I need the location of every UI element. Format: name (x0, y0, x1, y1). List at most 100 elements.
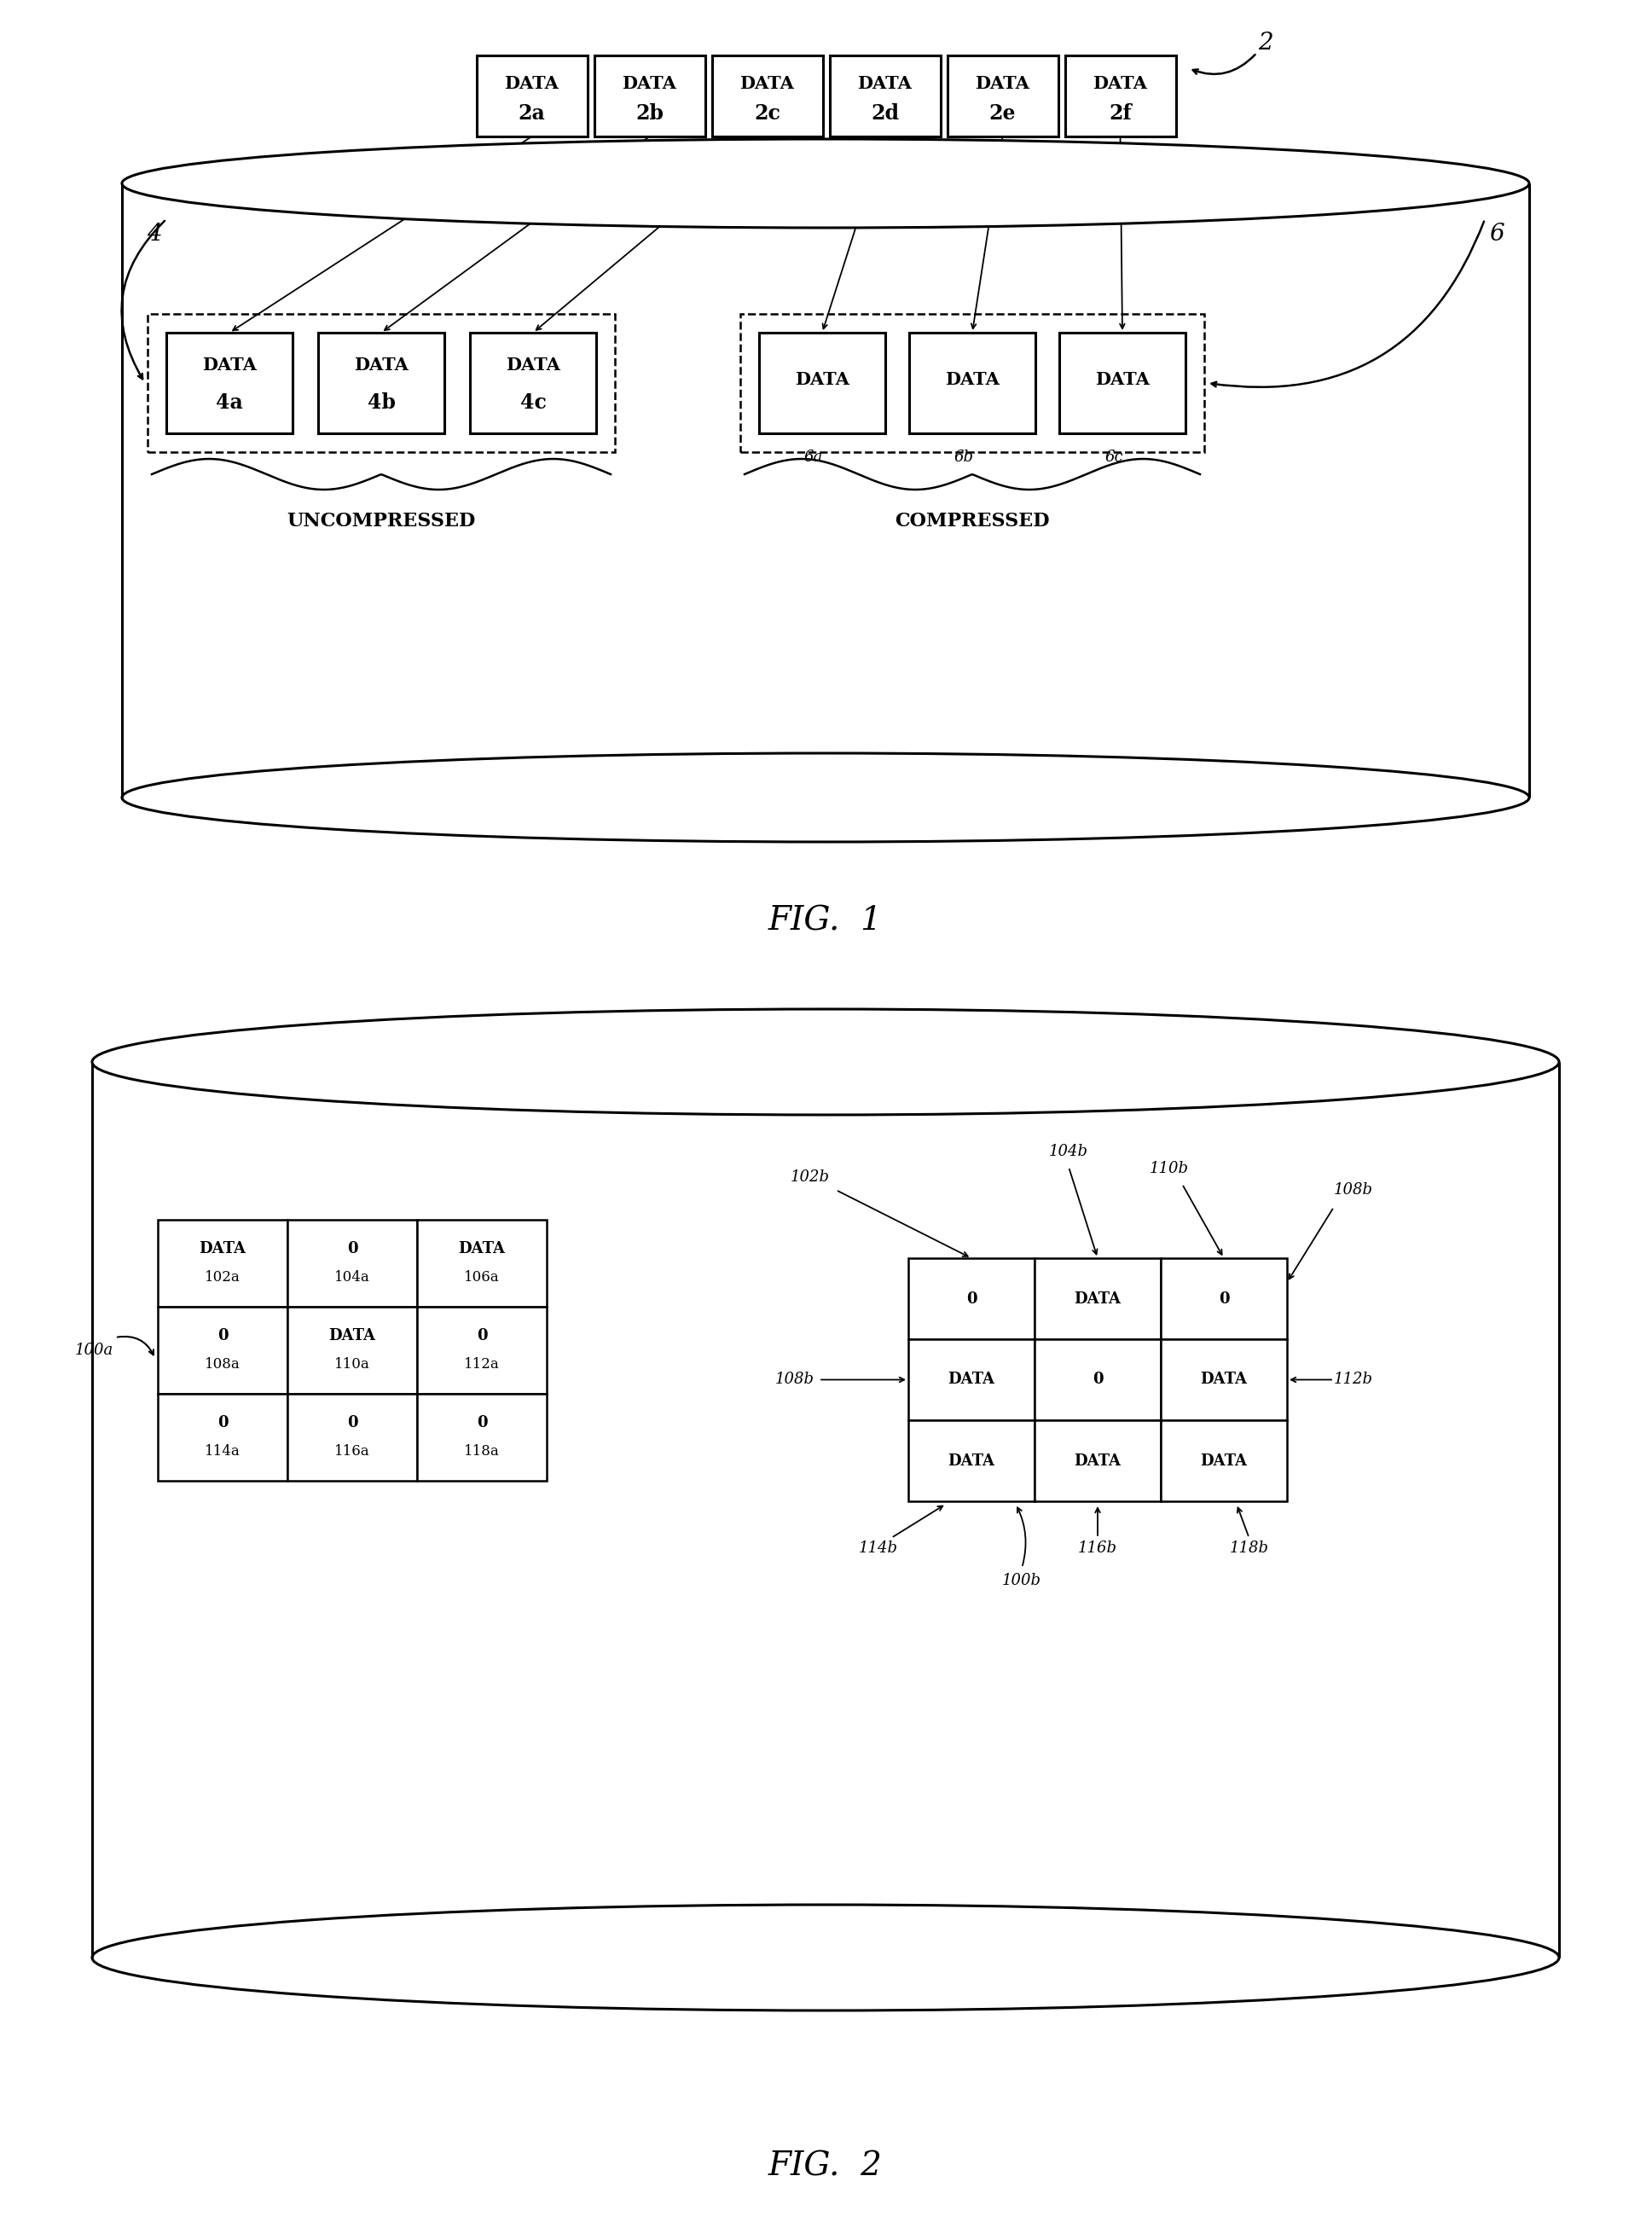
Bar (1034, 1259, 1161, 1339)
Text: 0: 0 (216, 1415, 228, 1430)
Bar (1034, 1339, 1161, 1419)
Text: FIG.  1: FIG. 1 (768, 905, 882, 938)
Ellipse shape (93, 1009, 1559, 1114)
Text: 0: 0 (1092, 1372, 1104, 1388)
Text: DATA: DATA (202, 356, 256, 374)
Text: DATA: DATA (1074, 1290, 1122, 1306)
Text: DATA: DATA (506, 356, 560, 374)
Text: 4a: 4a (216, 392, 243, 412)
Text: 4: 4 (147, 223, 162, 245)
Bar (1161, 1259, 1287, 1339)
Text: DATA: DATA (857, 76, 912, 91)
Text: 2b: 2b (636, 102, 664, 125)
Text: 6: 6 (1488, 223, 1505, 245)
Bar (1161, 1339, 1287, 1419)
Text: 114a: 114a (205, 1444, 241, 1459)
Text: DATA: DATA (504, 76, 558, 91)
Text: 6c: 6c (1105, 450, 1123, 466)
Text: 0: 0 (347, 1241, 357, 1257)
Text: 108a: 108a (205, 1357, 241, 1372)
Text: 2f: 2f (1108, 102, 1132, 125)
Bar (416, 1219, 547, 1308)
Text: 4c: 4c (520, 392, 547, 412)
Bar (1161, 1419, 1287, 1502)
Bar (287, 1219, 416, 1308)
Text: 2d: 2d (871, 102, 899, 125)
Text: 118b: 118b (1229, 1540, 1269, 1555)
Text: DATA: DATA (1095, 372, 1150, 388)
Text: DATA: DATA (329, 1328, 375, 1343)
Text: 104b: 104b (1049, 1143, 1089, 1159)
Text: 6b: 6b (953, 450, 973, 466)
Bar (909, 1339, 1034, 1419)
Text: DATA: DATA (975, 76, 1029, 91)
Text: DATA: DATA (1094, 76, 1148, 91)
Bar (1066, 56, 1176, 136)
Text: 2e: 2e (990, 102, 1016, 125)
Text: 114b: 114b (859, 1540, 899, 1555)
Bar (159, 1219, 287, 1308)
Bar (1034, 1419, 1161, 1502)
Text: COMPRESSED: COMPRESSED (895, 512, 1049, 530)
Bar (1059, 332, 1186, 432)
Text: 110a: 110a (334, 1357, 370, 1372)
Text: DATA: DATA (948, 1372, 995, 1388)
Text: DATA: DATA (945, 372, 999, 388)
Text: 0: 0 (476, 1328, 487, 1343)
Text: 100b: 100b (1003, 1573, 1041, 1589)
Text: 104a: 104a (334, 1270, 370, 1286)
Bar (147, 314, 615, 452)
Bar (167, 332, 292, 432)
Text: 2: 2 (1257, 31, 1272, 53)
Text: 0: 0 (966, 1290, 976, 1306)
Bar (909, 332, 1036, 432)
Bar (909, 1259, 1034, 1339)
Text: 0: 0 (476, 1415, 487, 1430)
Text: 102b: 102b (791, 1170, 829, 1185)
Text: 2a: 2a (519, 102, 545, 125)
Bar (469, 332, 596, 432)
Text: 116a: 116a (334, 1444, 370, 1459)
Text: DATA: DATA (740, 76, 795, 91)
Bar (947, 56, 1057, 136)
Text: 112a: 112a (464, 1357, 499, 1372)
Bar (319, 332, 444, 432)
Text: 108b: 108b (775, 1372, 814, 1388)
Text: 0: 0 (1219, 1290, 1229, 1306)
Bar (287, 1308, 416, 1395)
Text: 106a: 106a (464, 1270, 499, 1286)
Text: DATA: DATA (1074, 1453, 1122, 1468)
Bar (712, 56, 823, 136)
Bar (159, 1308, 287, 1395)
Text: DATA: DATA (354, 356, 408, 374)
Text: DATA: DATA (623, 76, 677, 91)
Text: DATA: DATA (1201, 1453, 1247, 1468)
Text: 100a: 100a (74, 1343, 112, 1357)
Ellipse shape (122, 138, 1530, 227)
Bar (758, 332, 885, 432)
Bar (595, 56, 705, 136)
Bar (740, 314, 1204, 452)
Bar (909, 1419, 1034, 1502)
Text: 0: 0 (216, 1328, 228, 1343)
Text: DATA: DATA (200, 1241, 246, 1257)
Bar (476, 56, 586, 136)
Text: DATA: DATA (948, 1453, 995, 1468)
Text: 0: 0 (347, 1415, 357, 1430)
Text: 118a: 118a (464, 1444, 499, 1459)
Text: 4b: 4b (367, 392, 395, 412)
Text: FIG.  2: FIG. 2 (768, 2150, 882, 2183)
Bar (287, 1395, 416, 1482)
Bar (416, 1395, 547, 1482)
Text: DATA: DATA (795, 372, 849, 388)
Text: 108b: 108b (1333, 1183, 1373, 1199)
Text: 102a: 102a (205, 1270, 241, 1286)
Text: 112b: 112b (1333, 1372, 1373, 1388)
Bar (829, 56, 940, 136)
Text: UNCOMPRESSED: UNCOMPRESSED (287, 512, 476, 530)
Text: 116b: 116b (1079, 1540, 1117, 1555)
Bar (159, 1395, 287, 1482)
Bar (416, 1308, 547, 1395)
Text: 110b: 110b (1150, 1161, 1189, 1176)
Text: 6a: 6a (805, 450, 823, 466)
